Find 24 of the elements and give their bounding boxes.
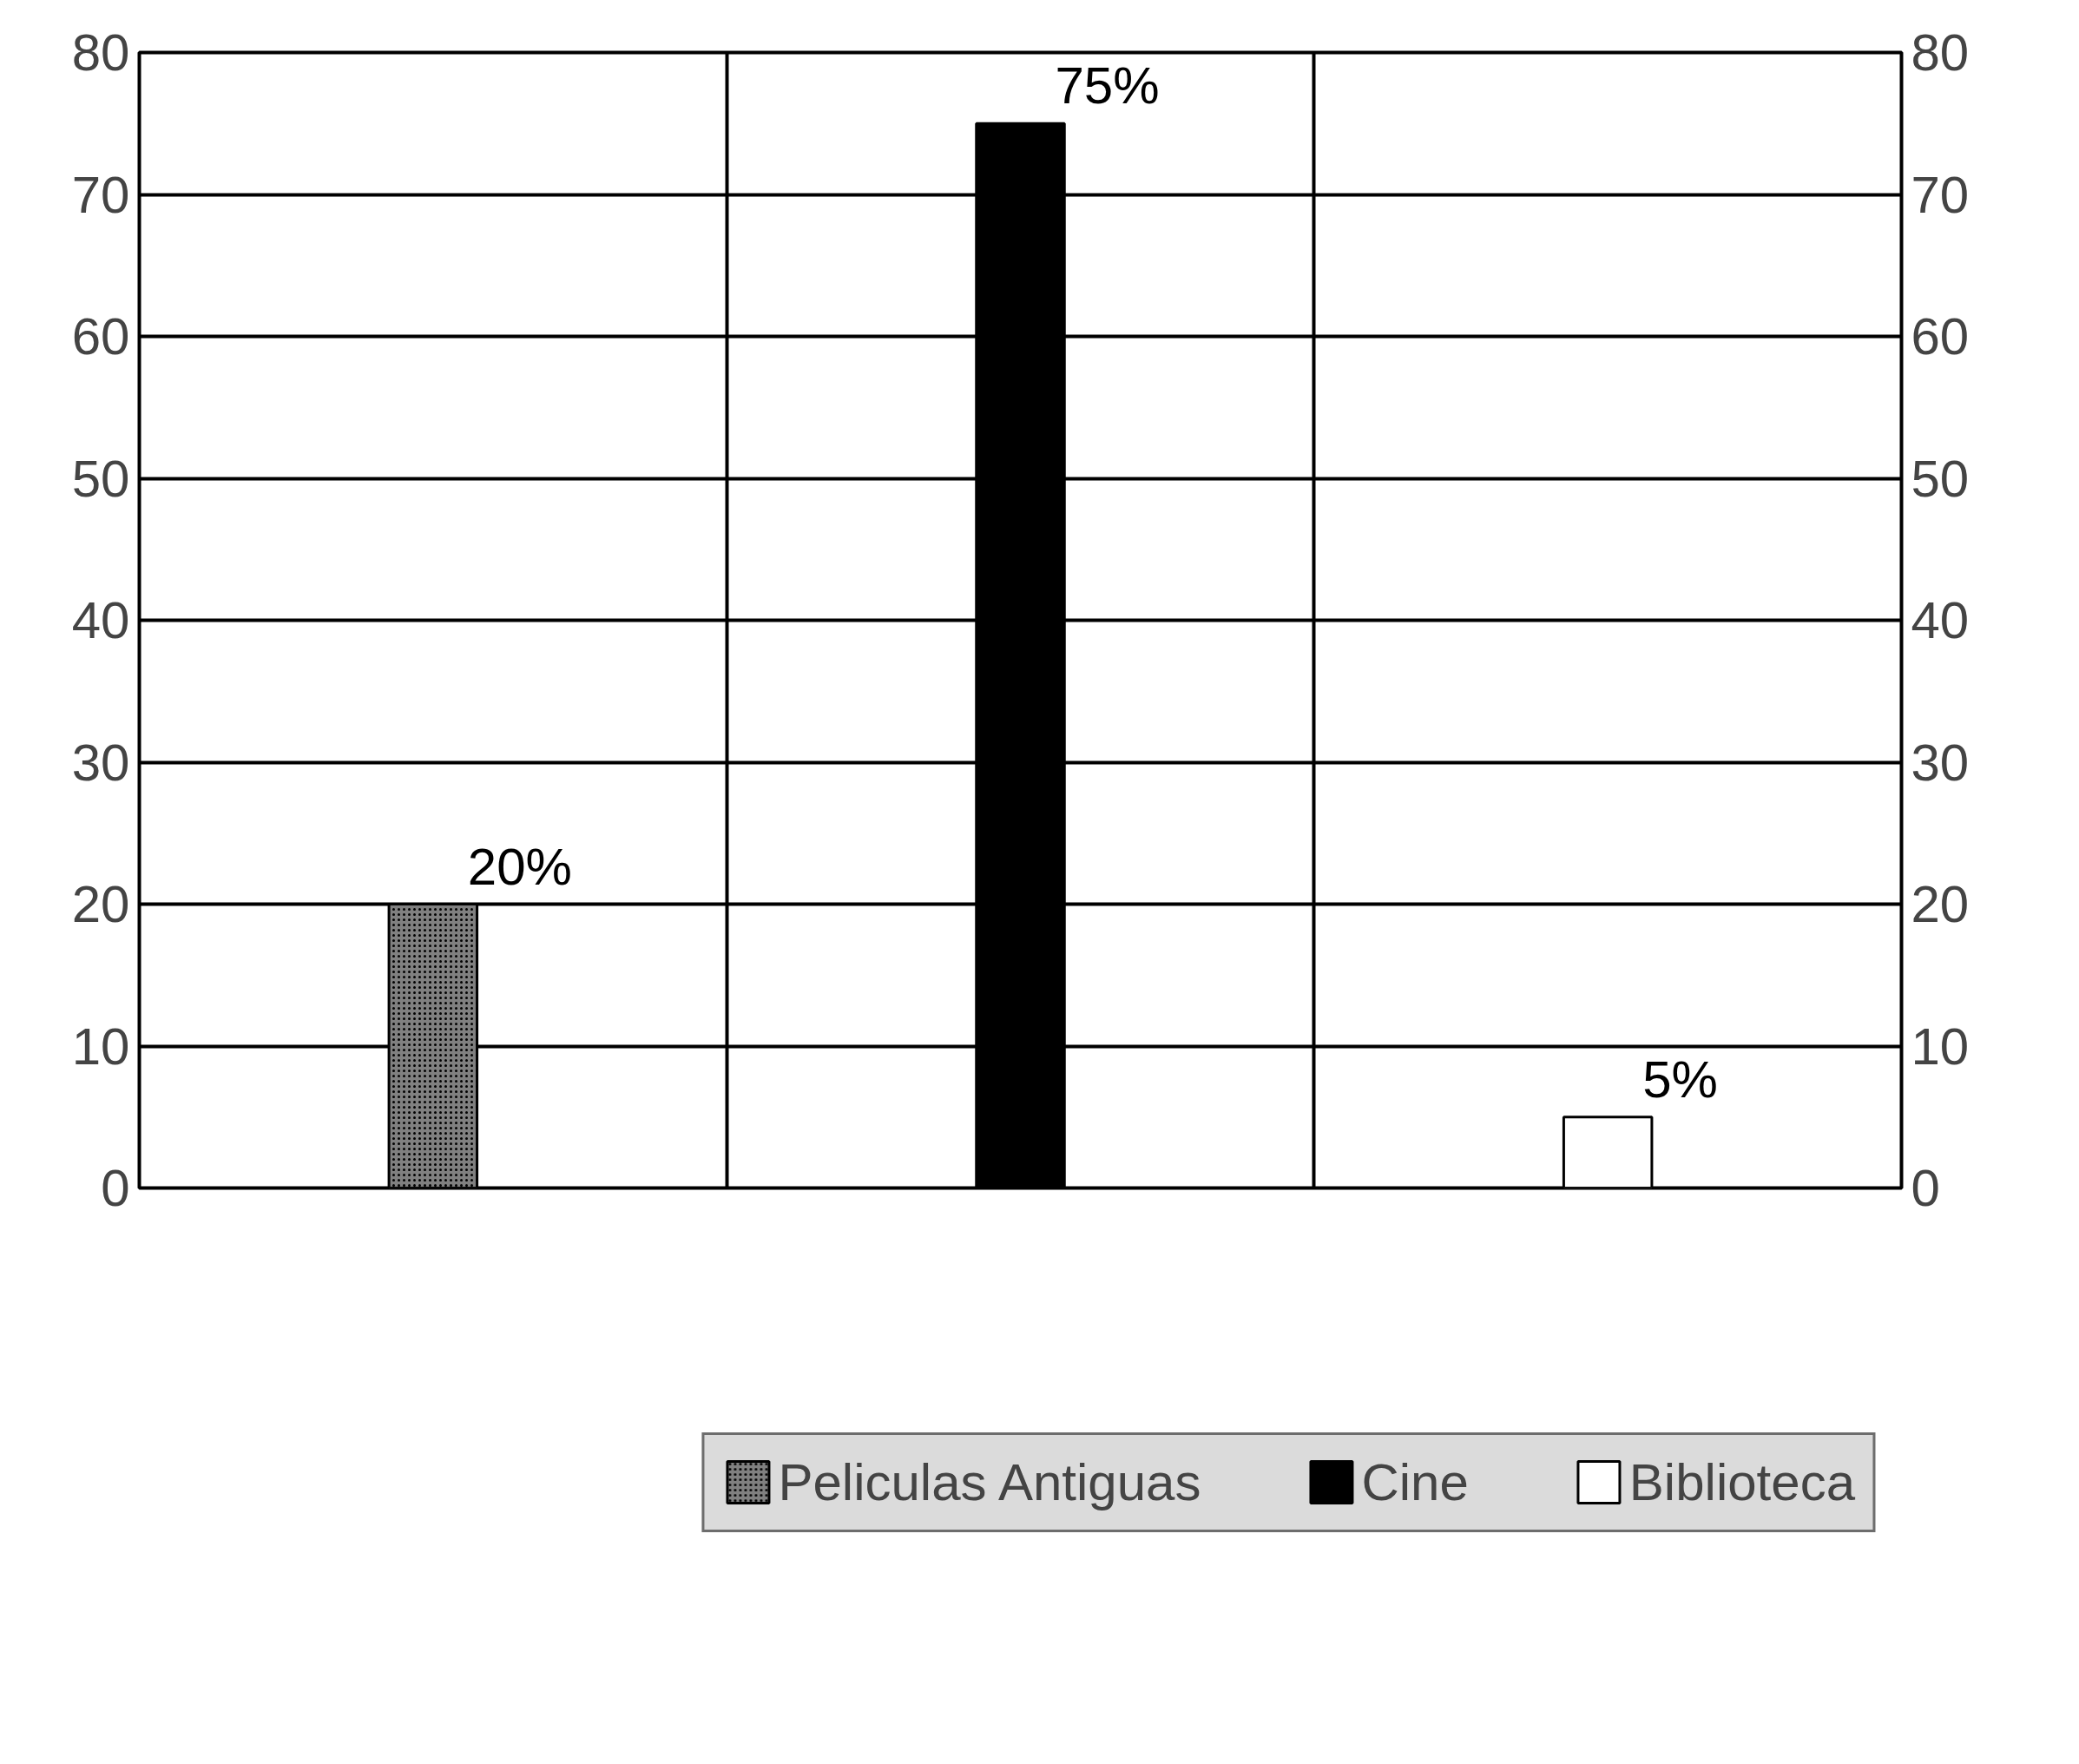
y2-tick-label: 80 [1911, 23, 1970, 82]
y-tick-label: 80 [71, 23, 130, 82]
y-tick-label: 50 [71, 449, 130, 508]
y-tick-label: 20 [71, 875, 130, 933]
y-tick-label: 40 [71, 591, 130, 649]
y-tick-label: 30 [71, 733, 130, 792]
y2-tick-label: 30 [1911, 733, 1970, 792]
y-tick-label: 60 [71, 307, 130, 365]
y2-tick-label: 0 [1911, 1159, 1940, 1217]
legend-label: Biblioteca [1628, 1451, 1855, 1512]
y2-tick-label: 10 [1911, 1017, 1970, 1076]
y2-tick-label: 60 [1911, 307, 1970, 365]
y-tick-label: 0 [101, 1159, 130, 1217]
data-label: 5% [1642, 1050, 1718, 1109]
y2-tick-label: 40 [1911, 591, 1970, 649]
y-tick-label: 10 [71, 1017, 130, 1076]
legend-label: Peliculas Antiguas [778, 1451, 1201, 1512]
y2-tick-label: 50 [1911, 449, 1970, 508]
legend-label: Cine [1361, 1451, 1469, 1512]
y2-tick-label: 70 [1911, 165, 1970, 224]
data-label: 20% [467, 837, 572, 896]
data-label: 75% [1055, 56, 1160, 115]
y2-tick-label: 20 [1911, 875, 1970, 933]
y-tick-label: 70 [71, 165, 130, 224]
